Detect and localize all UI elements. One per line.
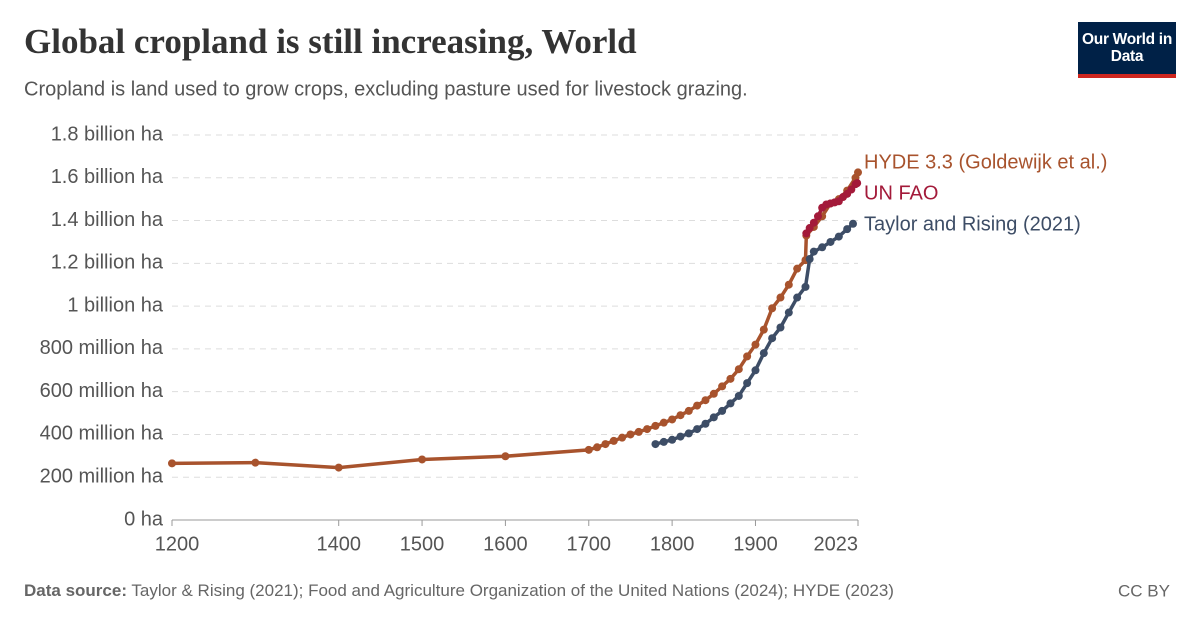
x-tick-label: 1600 xyxy=(483,533,528,555)
point xyxy=(751,340,760,349)
point xyxy=(809,218,818,227)
point xyxy=(726,374,735,383)
point xyxy=(793,264,802,273)
series-line xyxy=(171,171,860,470)
y-tick-label: 0 ha xyxy=(124,508,164,530)
x-tick-label: 1800 xyxy=(650,533,695,555)
point xyxy=(801,282,810,291)
point xyxy=(676,411,685,420)
point xyxy=(643,425,652,434)
point xyxy=(709,389,718,398)
point xyxy=(626,430,635,439)
point xyxy=(668,415,677,424)
x-tick-label: 1400 xyxy=(316,533,361,555)
point xyxy=(668,435,677,444)
point xyxy=(843,225,852,234)
chart-title: Global cropland is still increasing, Wor… xyxy=(24,22,637,61)
point xyxy=(759,325,768,334)
y-tick-label: 200 million ha xyxy=(40,466,164,488)
x-tick-label: 1500 xyxy=(400,533,445,555)
point xyxy=(768,334,777,343)
point xyxy=(701,419,710,428)
legend-label: Taylor and Rising (2021) xyxy=(864,214,1081,236)
point xyxy=(651,440,660,449)
y-tick-label: 1.8 billion ha xyxy=(51,123,164,145)
point xyxy=(734,391,743,400)
point xyxy=(718,382,727,391)
point xyxy=(701,396,710,405)
x-tick-label: 1900 xyxy=(733,533,778,555)
point xyxy=(809,247,818,256)
legend-label: HYDE 3.3 (Goldewijk et al.) xyxy=(864,152,1107,174)
point xyxy=(418,455,427,464)
chart-subtitle: Cropland is land used to grow crops, exc… xyxy=(24,78,748,100)
point xyxy=(584,445,593,454)
legend-label: UN FAO xyxy=(864,183,938,205)
y-tick-label: 400 million ha xyxy=(40,423,164,445)
point xyxy=(659,437,668,446)
point xyxy=(743,379,752,388)
x-tick-label: 1200 xyxy=(155,533,200,555)
point xyxy=(709,413,718,422)
y-tick-label: 1.4 billion ha xyxy=(51,209,164,231)
point xyxy=(634,427,643,436)
point xyxy=(651,421,660,430)
point xyxy=(718,406,727,415)
point xyxy=(684,406,693,415)
point xyxy=(751,366,760,375)
point xyxy=(593,443,602,452)
source-label: Data source: xyxy=(24,581,127,600)
point xyxy=(805,255,814,264)
point xyxy=(676,432,685,441)
point xyxy=(768,304,777,313)
point xyxy=(784,280,793,289)
point xyxy=(726,399,735,408)
point xyxy=(854,168,862,177)
point xyxy=(659,418,668,427)
y-tick-label: 1.6 billion ha xyxy=(51,166,164,188)
point xyxy=(848,219,857,228)
y-tick-label: 1.2 billion ha xyxy=(51,252,164,274)
source: Data source: Taylor & Rising (2021); Foo… xyxy=(24,581,894,600)
point xyxy=(601,440,610,449)
source-text: Taylor & Rising (2021); Food and Agricul… xyxy=(131,581,894,600)
point xyxy=(759,349,768,358)
point xyxy=(743,352,752,361)
point xyxy=(813,212,822,221)
point xyxy=(618,433,627,442)
point xyxy=(776,293,785,302)
point xyxy=(834,232,843,241)
logo: Our World in Data xyxy=(1078,22,1176,78)
y-tick-label: 800 million ha xyxy=(40,337,164,359)
point xyxy=(501,452,510,461)
point xyxy=(853,179,862,188)
y-tick-label: 600 million ha xyxy=(40,380,164,402)
point xyxy=(826,237,835,246)
x-tick-label: 2023 xyxy=(814,533,859,555)
point xyxy=(734,365,743,374)
license: CC BY xyxy=(1118,581,1170,600)
point xyxy=(251,458,260,467)
point xyxy=(693,425,702,434)
point xyxy=(693,401,702,410)
point xyxy=(784,308,793,317)
point xyxy=(793,293,802,302)
point xyxy=(818,243,827,252)
point xyxy=(609,436,618,445)
point xyxy=(776,323,785,332)
point xyxy=(334,463,343,472)
point xyxy=(168,459,176,468)
x-tick-label: 1700 xyxy=(567,533,612,555)
y-tick-label: 1 billion ha xyxy=(67,294,164,316)
point xyxy=(684,429,693,438)
